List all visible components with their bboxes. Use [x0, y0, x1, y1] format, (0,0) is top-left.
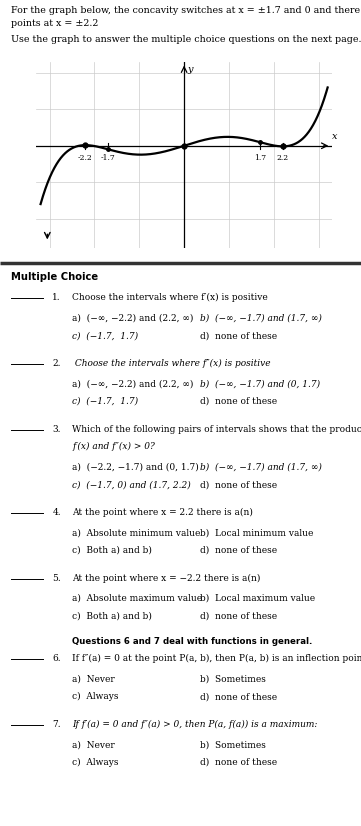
- Text: b)  (−∞, −1.7) and (1.7, ∞): b) (−∞, −1.7) and (1.7, ∞): [200, 313, 322, 322]
- Text: 3.: 3.: [52, 425, 61, 434]
- Text: Choose the intervals where f″(x) is positive: Choose the intervals where f″(x) is posi…: [72, 358, 271, 368]
- Text: d)  none of these: d) none of these: [200, 611, 278, 620]
- Text: Which of the following pairs of intervals shows that the product of: Which of the following pairs of interval…: [72, 425, 361, 434]
- Text: c)  (−1.7,  1.7): c) (−1.7, 1.7): [72, 331, 138, 340]
- Text: d)  none of these: d) none of these: [200, 758, 278, 767]
- Text: c)  (−1.7,  1.7): c) (−1.7, 1.7): [72, 396, 138, 406]
- Text: b)  (−∞, −1.7) and (0, 1.7): b) (−∞, −1.7) and (0, 1.7): [200, 379, 321, 388]
- Text: -2.2: -2.2: [78, 154, 93, 162]
- Text: For the graph below, the concavity switches at x = ±1.7 and 0 and there are crit: For the graph below, the concavity switc…: [11, 6, 361, 15]
- Text: If f′(a) = 0 and f″(a) > 0, then P(a, f(a)) is a maximum:: If f′(a) = 0 and f″(a) > 0, then P(a, f(…: [72, 720, 318, 729]
- Text: a)  (−∞, −2.2) and (2.2, ∞): a) (−∞, −2.2) and (2.2, ∞): [72, 379, 193, 388]
- Text: a)  (−2.2, −1.7) and (0, 1.7): a) (−2.2, −1.7) and (0, 1.7): [72, 463, 199, 472]
- Text: At the point where x = −2.2 there is a(n): At the point where x = −2.2 there is a(n…: [72, 573, 261, 583]
- Text: 6.: 6.: [52, 654, 61, 663]
- Text: c)  Always: c) Always: [72, 692, 119, 701]
- Text: Questions 6 and 7 deal with functions in general.: Questions 6 and 7 deal with functions in…: [72, 637, 313, 646]
- Text: d)  none of these: d) none of these: [200, 480, 278, 489]
- Text: c)  (−1.7, 0) and (1.7, 2.2): c) (−1.7, 0) and (1.7, 2.2): [72, 480, 191, 489]
- Text: 1.7: 1.7: [254, 154, 266, 162]
- Text: x: x: [332, 132, 338, 141]
- Text: b)  Local maximum value: b) Local maximum value: [200, 594, 316, 603]
- Text: a)  Absolute minimum value: a) Absolute minimum value: [72, 529, 201, 537]
- Text: 2.2: 2.2: [277, 154, 289, 162]
- Text: d)  none of these: d) none of these: [200, 396, 278, 406]
- Text: 2.: 2.: [52, 358, 61, 368]
- Text: b)  Local minimum value: b) Local minimum value: [200, 529, 314, 537]
- Text: f′(x) and f″(x) > 0?: f′(x) and f″(x) > 0?: [72, 442, 155, 452]
- Text: y: y: [187, 65, 193, 74]
- Text: a)  Absolute maximum value: a) Absolute maximum value: [72, 594, 202, 603]
- Text: Use the graph to answer the multiple choice questions on the next page.: Use the graph to answer the multiple cho…: [11, 35, 361, 44]
- Text: d)  none of these: d) none of these: [200, 692, 278, 701]
- Text: 5.: 5.: [52, 573, 61, 582]
- Text: b)  (−∞, −1.7) and (1.7, ∞): b) (−∞, −1.7) and (1.7, ∞): [200, 463, 322, 472]
- Text: c)  Always: c) Always: [72, 758, 119, 767]
- Text: a)  (−∞, −2.2) and (2.2, ∞): a) (−∞, −2.2) and (2.2, ∞): [72, 313, 193, 322]
- Text: b)  Sometimes: b) Sometimes: [200, 674, 266, 683]
- Text: a)  Never: a) Never: [72, 674, 115, 683]
- Text: a)  Never: a) Never: [72, 740, 115, 749]
- Text: If f″(a) = 0 at the point P(a, b), then P(a, b) is an inflection point:: If f″(a) = 0 at the point P(a, b), then …: [72, 654, 361, 663]
- Text: d)  none of these: d) none of these: [200, 546, 278, 555]
- Text: Multiple Choice: Multiple Choice: [11, 272, 98, 282]
- Text: 7.: 7.: [52, 720, 61, 729]
- Text: d)  none of these: d) none of these: [200, 331, 278, 340]
- Text: Choose the intervals where f′(x) is positive: Choose the intervals where f′(x) is posi…: [72, 293, 268, 302]
- Text: points at x = ±2.2: points at x = ±2.2: [11, 19, 98, 28]
- Text: -1.7: -1.7: [100, 154, 115, 162]
- Text: c)  Both a) and b): c) Both a) and b): [72, 611, 152, 620]
- Text: At the point where x = 2.2 there is a(n): At the point where x = 2.2 there is a(n): [72, 508, 253, 517]
- Text: b)  Sometimes: b) Sometimes: [200, 740, 266, 749]
- Text: c)  Both a) and b): c) Both a) and b): [72, 546, 152, 555]
- Text: 4.: 4.: [52, 508, 61, 517]
- Text: 1.: 1.: [52, 293, 61, 302]
